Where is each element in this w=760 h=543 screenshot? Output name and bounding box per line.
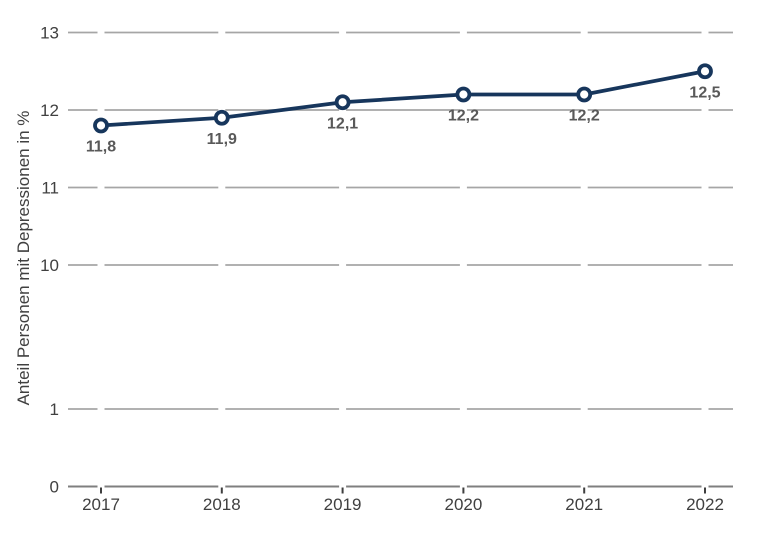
data-point (334, 94, 351, 111)
x-tick-label: 2017 (82, 495, 120, 514)
y-tick-label: 10 (40, 256, 59, 275)
data-label: 11,9 (207, 131, 237, 148)
y-tick-label: 1 (50, 400, 59, 419)
data-point (93, 117, 109, 134)
data-label: 12,2 (569, 108, 600, 125)
y-tick-label: 12 (40, 101, 59, 120)
x-tick-label: 2018 (203, 495, 241, 514)
data-point (697, 63, 713, 80)
data-point (576, 86, 593, 103)
x-tick-label: 2021 (565, 495, 603, 514)
x-tick-label: 2019 (324, 495, 362, 514)
data-label: 12,5 (689, 84, 720, 101)
data-label: 12,2 (448, 108, 479, 125)
y-tick-label: 0 (50, 478, 59, 497)
data-point (213, 109, 230, 126)
y-axis-title: Anteil Personen mit Depressionen in % (14, 110, 33, 406)
x-tick-label: 2022 (686, 495, 724, 514)
x-tick-label: 2020 (444, 495, 482, 514)
data-label: 11,8 (86, 139, 116, 156)
data-label: 12,1 (327, 115, 358, 132)
data-line (99, 69, 707, 128)
data-point (455, 86, 472, 103)
y-tick-label: 13 (40, 24, 59, 43)
y-tick-label: 11 (41, 179, 59, 198)
